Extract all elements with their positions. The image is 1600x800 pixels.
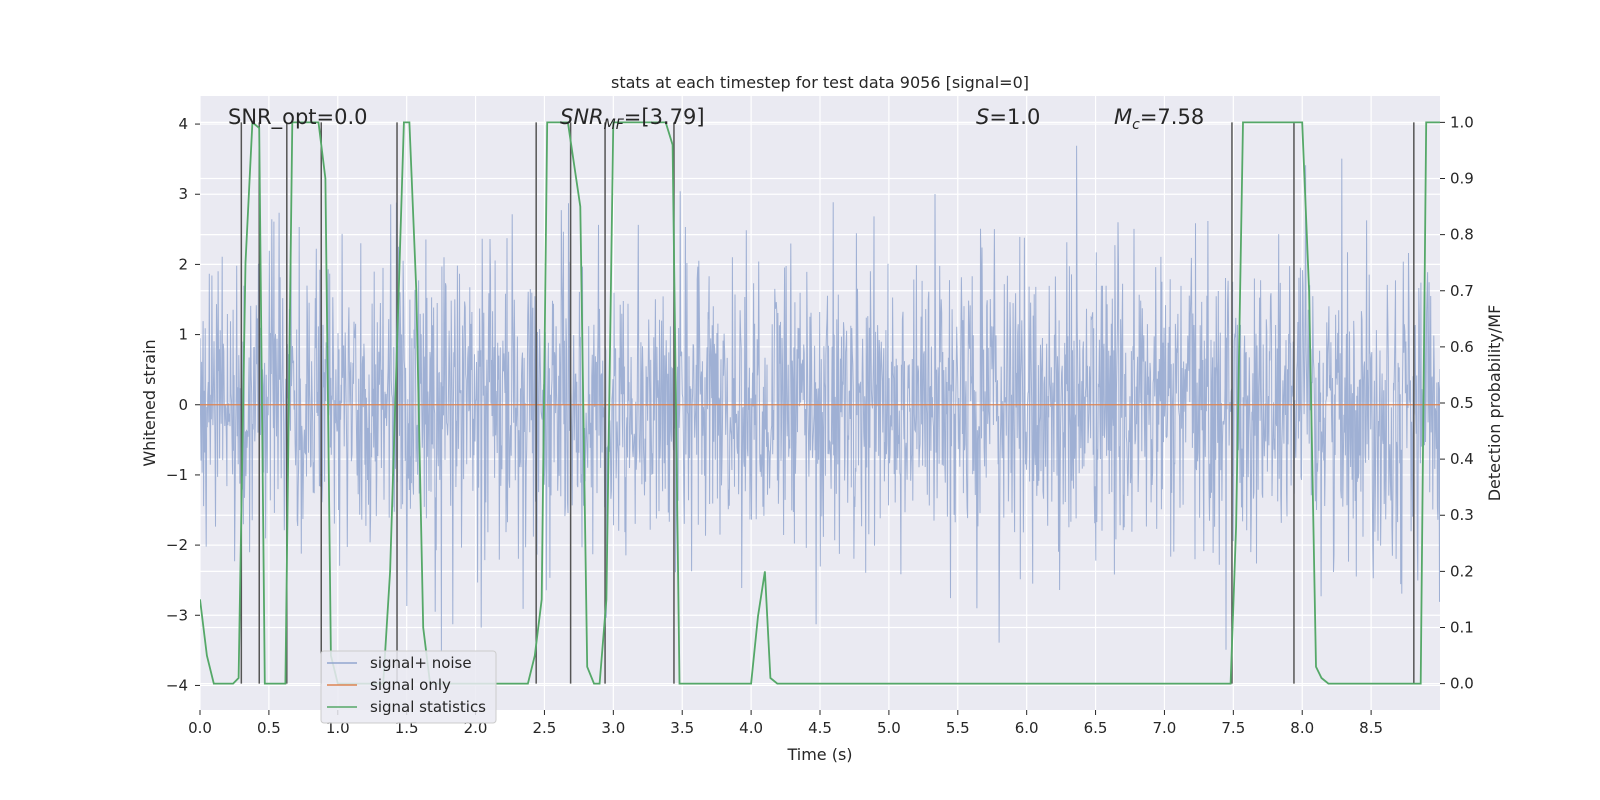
right-y-axis-label: Detection probability/MF	[1485, 305, 1504, 502]
chart-title: stats at each timestep for test data 905…	[611, 73, 1029, 92]
x-tick-label: 0.0	[188, 719, 212, 737]
annotation-snr-opt: SNR_opt=0.0	[228, 105, 368, 130]
legend-entry-signal-only: signal only	[370, 676, 451, 694]
annotation-snr-mf-sub: MF	[604, 117, 625, 133]
right-y-tick-label: 1.0	[1450, 113, 1474, 131]
x-tick-label: 4.0	[739, 719, 763, 737]
right-y-tick-label: 0.8	[1450, 226, 1474, 244]
x-tick-label: 2.5	[533, 719, 557, 737]
annotation-mc-value: =7.58	[1140, 105, 1204, 129]
x-tick-label: 3.0	[601, 719, 625, 737]
y-tick-label: 0	[178, 396, 188, 414]
legend-entry-signal-statistics: signal statistics	[370, 698, 486, 716]
y-ticks: −4 −3 −2 −1 0 1 2 3 4	[166, 115, 200, 694]
y-tick-label: −2	[166, 536, 188, 554]
y-tick-label: −1	[166, 466, 188, 484]
right-y-tick-label: 0.5	[1450, 394, 1474, 412]
vertical-markers	[240, 122, 1415, 684]
annotation-s: S=1.0	[976, 105, 1040, 129]
x-tick-label: 6.0	[1015, 719, 1039, 737]
right-y-tick-label: 0.4	[1450, 450, 1474, 468]
annotation-mc-main: M	[1114, 105, 1132, 129]
y-tick-label: 4	[178, 115, 188, 133]
series-line-signal-statistics	[200, 120, 1440, 685]
annotation-mc: Mc=7.58	[1114, 105, 1204, 133]
right-y-ticks: 0.0 0.1 0.2 0.3 0.4 0.5 0.6 0.7 0.8 0.9 1.0	[1440, 113, 1474, 693]
y-tick-label: −4	[166, 676, 188, 694]
x-tick-label: 4.5	[808, 719, 832, 737]
x-tick-label: 5.0	[877, 719, 901, 737]
x-tick-label: 5.5	[946, 719, 970, 737]
right-y-tick-label: 0.6	[1450, 338, 1474, 356]
annotation-snr-mf-value: =[3.79]	[624, 105, 705, 129]
right-y-tick-label: 0.7	[1450, 282, 1474, 300]
legend-entry-signal-noise: signal+ noise	[370, 654, 472, 672]
x-tick-label: 8.5	[1359, 719, 1383, 737]
x-tick-label: 7.5	[1221, 719, 1245, 737]
y-tick-label: 3	[178, 185, 188, 203]
annotation-snr-mf: SNRMF=[3.79]	[560, 105, 705, 133]
legend: signal+ noise signal only signal statist…	[320, 650, 497, 724]
y-tick-label: −3	[166, 606, 188, 624]
annotation-s-main: S	[976, 105, 989, 129]
x-tick-label: 6.5	[1084, 719, 1108, 737]
y-tick-label: 1	[178, 326, 188, 344]
x-axis-label: Time (s)	[786, 745, 852, 764]
y-tick-label: 2	[178, 255, 188, 273]
x-ticks: 0.0 0.5 1.0 1.5 2.0 2.5 3.0 3.5 4.0 4.5 5.0 5.5 6.0 6…	[188, 710, 1383, 737]
legend-box	[320, 650, 497, 724]
x-tick-label: 3.5	[670, 719, 694, 737]
right-y-tick-label: 0.2	[1450, 562, 1474, 580]
right-y-tick-label: 0.3	[1450, 506, 1474, 524]
right-y-tick-label: 0.9	[1450, 170, 1474, 188]
x-tick-label: 0.5	[257, 719, 281, 737]
x-tick-label: 7.0	[1153, 719, 1177, 737]
annotation-snr-mf-main: SNR	[560, 105, 604, 129]
series-line-signal-noise	[200, 145, 1440, 652]
annotation-s-value: =1.0	[989, 105, 1040, 129]
annotation-mc-sub: c	[1132, 117, 1140, 133]
right-y-tick-label: 0.1	[1450, 618, 1474, 636]
x-tick-label: 8.0	[1290, 719, 1314, 737]
y-axis-label: Whitened strain	[140, 339, 159, 466]
right-y-tick-label: 0.0	[1450, 675, 1474, 693]
